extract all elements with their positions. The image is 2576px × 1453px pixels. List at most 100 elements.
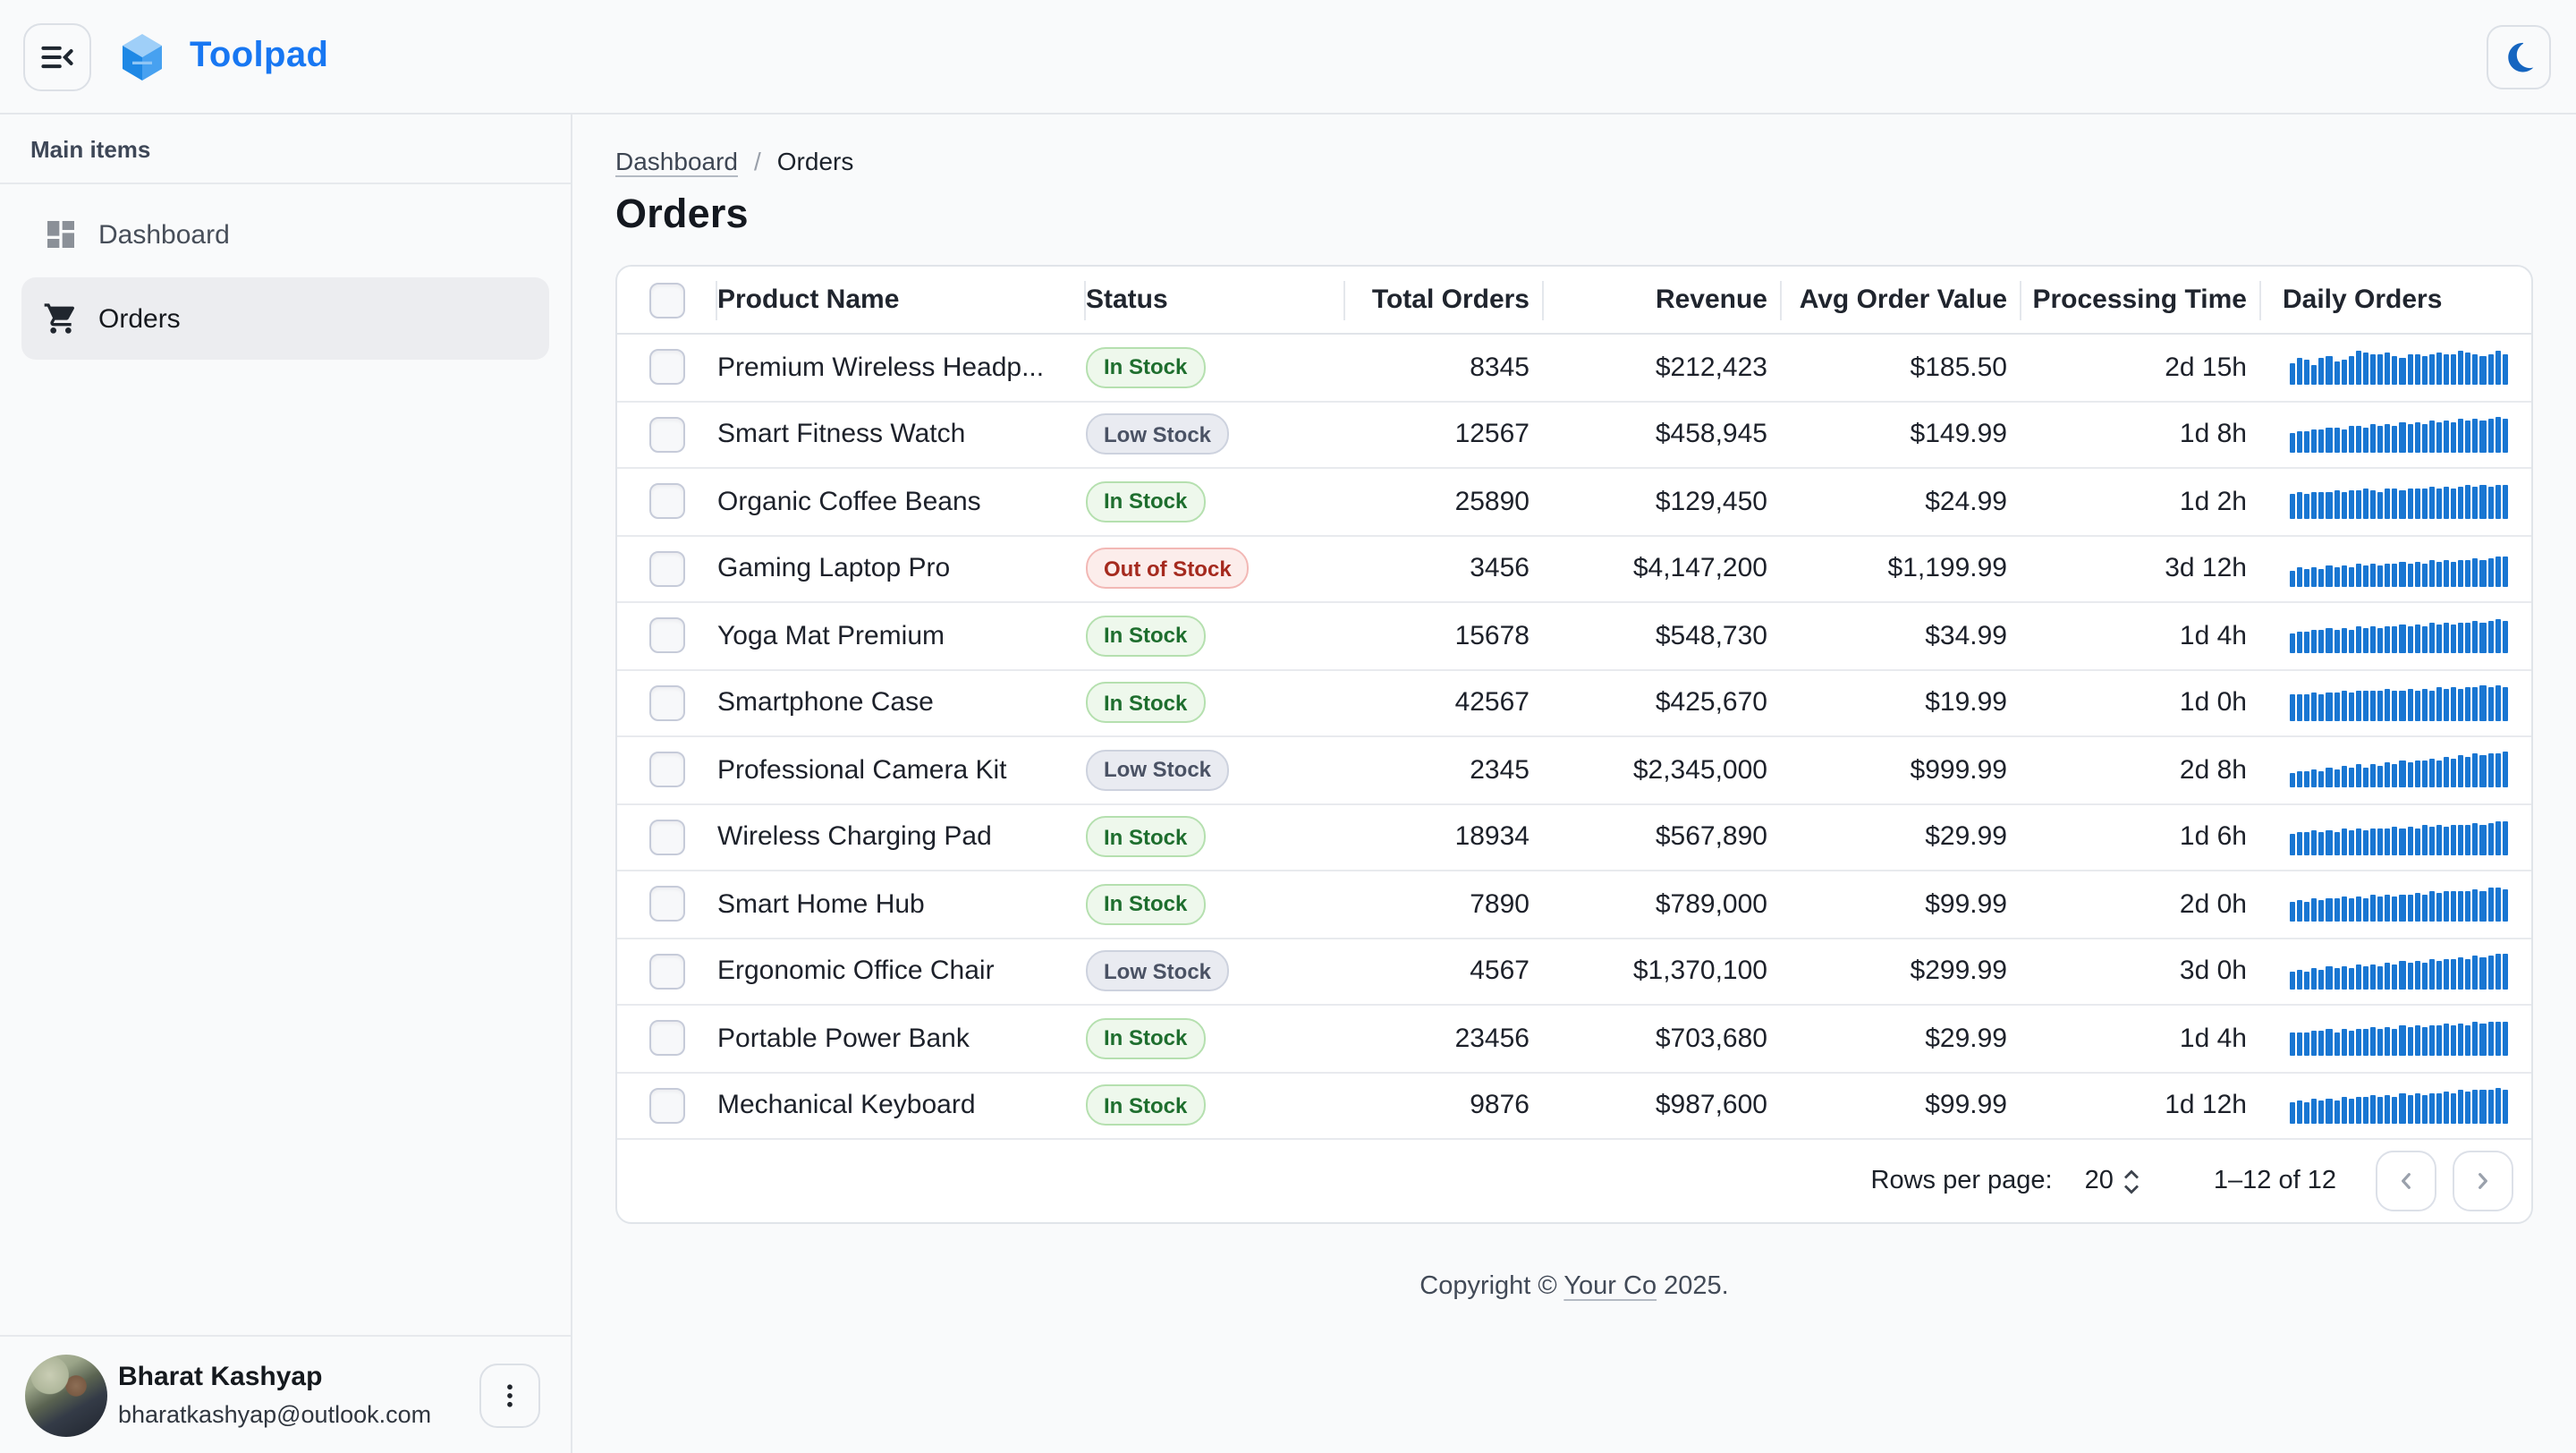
company-link[interactable]: Your Co	[1563, 1272, 1657, 1301]
kebab-menu-icon	[507, 1383, 513, 1406]
avg-order-value-cell: $185.50	[1910, 352, 2007, 383]
total-orders-cell: 25890	[1454, 486, 1530, 517]
row-checkbox[interactable]	[649, 819, 685, 855]
row-checkbox-cell	[617, 1087, 717, 1124]
sidebar-item-orders[interactable]: Orders	[21, 277, 549, 360]
column-header-total-orders[interactable]: Total Orders	[1345, 267, 1544, 333]
revenue-cell: $2,345,000	[1632, 754, 1767, 786]
daily-orders-cell	[2261, 618, 2531, 654]
revenue-cell: $548,730	[1655, 620, 1767, 651]
row-checkbox[interactable]	[649, 752, 685, 788]
daily-orders-sparkline	[2290, 953, 2508, 990]
copyright-suffix: 2025.	[1657, 1272, 1729, 1301]
table-row[interactable]: Portable Power Bank In Stock 23456 $703,…	[617, 1006, 2531, 1073]
column-header-daily-orders[interactable]: Daily Orders	[2283, 285, 2443, 315]
status-cell: Out of Stock	[1086, 548, 1345, 590]
revenue-cell: $212,423	[1655, 352, 1767, 383]
processing-time-cell: 1d 0h	[2179, 687, 2247, 718]
total-orders-cell: 3456	[1470, 553, 1530, 584]
daily-orders-cell	[2261, 416, 2531, 453]
breadcrumb: Dashboard / Orders	[615, 147, 2533, 175]
total-orders-cell: 15678	[1454, 620, 1530, 651]
table-row[interactable]: Smart Home Hub In Stock 7890 $789,000 $9…	[617, 871, 2531, 939]
row-checkbox-cell	[617, 684, 717, 721]
row-checkbox[interactable]	[649, 886, 685, 922]
dashboard-icon	[43, 217, 79, 252]
app-title: Toolpad	[190, 36, 329, 75]
next-page-button[interactable]	[2453, 1151, 2513, 1211]
row-checkbox-cell	[617, 483, 717, 520]
processing-time-cell: 2d 0h	[2179, 888, 2247, 920]
row-checkbox[interactable]	[649, 684, 685, 721]
table-row[interactable]: Professional Camera Kit Low Stock 2345 $…	[617, 737, 2531, 804]
row-checkbox[interactable]	[649, 550, 685, 587]
table-row[interactable]: Ergonomic Office Chair Low Stock 4567 $1…	[617, 939, 2531, 1006]
daily-orders-cell	[2261, 484, 2531, 520]
processing-time-cell: 1d 2h	[2179, 486, 2247, 517]
page-title: Orders	[615, 191, 749, 236]
sidebar-item-dashboard[interactable]: Dashboard	[21, 195, 549, 274]
row-checkbox[interactable]	[649, 483, 685, 520]
total-orders-cell: 8345	[1470, 352, 1530, 383]
table-row[interactable]: Gaming Laptop Pro Out of Stock 3456 $4,1…	[617, 536, 2531, 603]
sidebar-user-section: Bharat Kashyap bharatkashyap@outlook.com	[0, 1335, 571, 1453]
breadcrumb-current: Orders	[776, 147, 854, 175]
status-chip: In Stock	[1086, 480, 1206, 523]
status-chip: In Stock	[1086, 816, 1206, 858]
row-checkbox[interactable]	[649, 416, 685, 453]
table-row[interactable]: Smart Fitness Watch Low Stock 12567 $458…	[617, 402, 2531, 469]
select-all-checkbox[interactable]	[649, 282, 685, 318]
row-checkbox[interactable]	[649, 1020, 685, 1057]
column-header-avg-order-value[interactable]: Avg Order Value	[1782, 267, 2021, 333]
revenue-cell: $425,670	[1655, 687, 1767, 718]
product-name-cell: Mechanical Keyboard	[717, 1090, 976, 1121]
rows-per-page-label: Rows per page:	[1870, 1167, 2053, 1195]
user-menu-button[interactable]	[479, 1363, 540, 1427]
row-checkbox-cell	[617, 752, 717, 788]
row-checkbox-cell	[617, 886, 717, 922]
pagination-buttons	[2376, 1151, 2513, 1211]
table-row[interactable]: Wireless Charging Pad In Stock 18934 $56…	[617, 804, 2531, 871]
table-row[interactable]: Smartphone Case In Stock 42567 $425,670 …	[617, 670, 2531, 737]
rows-per-page-select[interactable]: 20	[2085, 1167, 2142, 1195]
avg-order-value-cell: $29.99	[1925, 1023, 2007, 1054]
revenue-cell: $4,147,200	[1632, 553, 1767, 584]
theme-toggle-button[interactable]	[2487, 25, 2551, 89]
revenue-cell: $458,945	[1655, 419, 1767, 450]
table-row[interactable]: Mechanical Keyboard In Stock 9876 $987,6…	[617, 1073, 2531, 1140]
table-row[interactable]: Yoga Mat Premium In Stock 15678 $548,730…	[617, 603, 2531, 670]
revenue-cell: $1,370,100	[1632, 956, 1767, 987]
daily-orders-cell	[2261, 953, 2531, 990]
rows-per-page-spinner[interactable]	[2123, 1168, 2142, 1194]
column-header-status[interactable]: Status	[1086, 267, 1345, 333]
status-chip: Low Stock	[1086, 950, 1230, 992]
menu-open-icon	[41, 45, 73, 68]
rows-per-page-value: 20	[2084, 1167, 2114, 1195]
row-checkbox[interactable]	[649, 617, 685, 654]
row-checkbox[interactable]	[649, 1087, 685, 1124]
column-header-product-name[interactable]: Product Name	[717, 267, 1086, 333]
daily-orders-sparkline	[2290, 752, 2508, 788]
sidebar-nav: Dashboard Orders	[0, 184, 571, 360]
table-row[interactable]: Premium Wireless Headp... In Stock 8345 …	[617, 335, 2531, 402]
product-name-cell: Ergonomic Office Chair	[717, 956, 995, 987]
processing-time-cell: 1d 6h	[2179, 821, 2247, 853]
avg-order-value-cell: $1,199.99	[1887, 553, 2007, 584]
main-content: Dashboard / Orders Orders Product Name S…	[572, 115, 2576, 1453]
breadcrumb-link-dashboard[interactable]: Dashboard	[615, 147, 738, 175]
previous-page-button[interactable]	[2376, 1151, 2436, 1211]
table-header-row: Product Name Status Total Orders Revenue…	[617, 267, 2531, 335]
user-email: bharatkashyap@outlook.com	[118, 1400, 432, 1428]
row-checkbox[interactable]	[649, 953, 685, 990]
revenue-cell: $129,450	[1655, 486, 1767, 517]
status-chip: In Stock	[1086, 1084, 1206, 1126]
row-checkbox[interactable]	[649, 349, 685, 386]
processing-time-cell: 1d 12h	[2165, 1090, 2247, 1121]
column-header-processing-time[interactable]: Processing Time	[2021, 267, 2261, 333]
status-chip: In Stock	[1086, 682, 1206, 724]
product-name-cell: Professional Camera Kit	[717, 754, 1007, 786]
table-row[interactable]: Organic Coffee Beans In Stock 25890 $129…	[617, 469, 2531, 536]
column-header-revenue[interactable]: Revenue	[1544, 267, 1782, 333]
collapse-sidebar-button[interactable]	[23, 22, 91, 90]
total-orders-cell: 4567	[1470, 956, 1530, 987]
